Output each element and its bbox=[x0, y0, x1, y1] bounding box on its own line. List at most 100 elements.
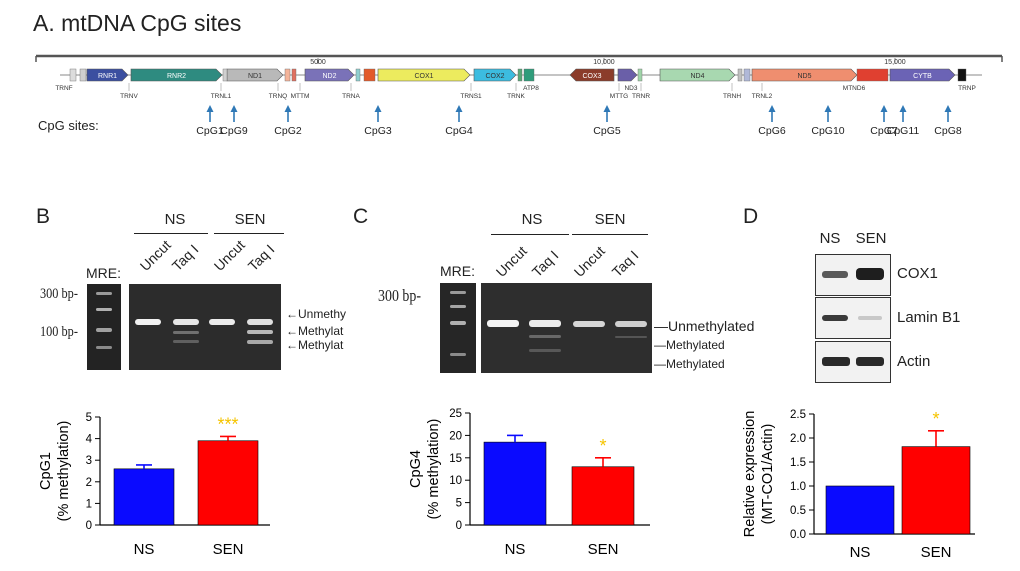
y-tick-label: 2.0 bbox=[790, 433, 806, 445]
y-tick-label: 5 bbox=[456, 498, 462, 510]
y-tick-label: 1 bbox=[86, 498, 92, 510]
panel-b-ns-bracket bbox=[134, 233, 208, 234]
genome-trna-block bbox=[69, 68, 77, 82]
gene-label: COX3 bbox=[582, 73, 601, 80]
cpg-site-label: CpG11 bbox=[887, 125, 920, 137]
panel-b-marker-300: 300 bp- bbox=[40, 286, 78, 302]
y-tick-label: 3 bbox=[86, 455, 92, 467]
gene-cytb bbox=[889, 68, 956, 82]
gene-label: RNR1 bbox=[98, 73, 117, 80]
genome-feature-label: TRNV bbox=[120, 93, 138, 100]
cpg-arrow-head bbox=[899, 105, 907, 112]
panel-d-protein-laminb1: Lamin B1 bbox=[897, 309, 961, 326]
genome-trna-block bbox=[737, 68, 743, 82]
panel-c-band-unmethylated: —Unmethylated bbox=[654, 318, 755, 334]
panel-b-band-methylated-1: ←Methylat bbox=[286, 324, 344, 338]
panel-c-sen-bracket bbox=[572, 234, 648, 235]
y-tick-label: 1.0 bbox=[790, 481, 806, 493]
cpg-site-label: CpG7 bbox=[870, 125, 898, 137]
category-label: SEN bbox=[213, 541, 244, 558]
panel-b-lane-2: Taq I bbox=[168, 241, 202, 274]
bar-sen bbox=[197, 440, 259, 526]
y-axis-label: CpG4 bbox=[408, 450, 424, 488]
cpg-site-label: CpG6 bbox=[758, 125, 786, 137]
y-tick-label: 25 bbox=[449, 408, 462, 420]
y-axis-label: (% methylation) bbox=[56, 421, 72, 522]
genome-trna-block bbox=[284, 68, 291, 82]
panel-b-lane-4: Taq I bbox=[244, 241, 278, 274]
gene-label: RNR2 bbox=[167, 73, 186, 80]
gene-label: COX1 bbox=[414, 73, 433, 80]
panel-c-lane-2: Taq I bbox=[528, 247, 562, 280]
cpg-site-label: CpG10 bbox=[811, 125, 844, 137]
genome-feature-label: TRNS1 bbox=[460, 93, 482, 100]
genome-trna-block bbox=[637, 68, 643, 82]
genome-feature-label: TRNQ bbox=[269, 93, 287, 100]
y-axis-label: CpG1 bbox=[38, 452, 54, 490]
bar-ns bbox=[825, 485, 895, 535]
cpg-arrow-head bbox=[824, 105, 832, 112]
cpg-arrow-head bbox=[768, 105, 776, 112]
panel-c-lane-1: Uncut bbox=[492, 242, 530, 280]
bar-sen bbox=[901, 446, 971, 535]
panel-c-lane-4: Taq I bbox=[608, 247, 642, 280]
cpg-arrow-head bbox=[603, 105, 611, 112]
gene-label: CYTB bbox=[913, 73, 932, 80]
genome-feature-label: MTTG bbox=[610, 93, 628, 100]
y-tick-label: 1.5 bbox=[790, 457, 806, 469]
genome-feature-label: TRNK bbox=[507, 93, 525, 100]
genome-trna-block bbox=[517, 68, 523, 82]
cpg-arrow-head bbox=[455, 105, 463, 112]
y-tick-label: 5 bbox=[86, 412, 92, 424]
category-label: NS bbox=[850, 544, 871, 561]
panel-d-bar-chart: 0.0 0.5 1.0 1.5 2.0 2.5 NS * SEN Relative express… bbox=[742, 409, 975, 561]
gene-nd4 bbox=[659, 68, 736, 82]
significance-marker: * bbox=[599, 436, 606, 456]
gene-cox1 bbox=[377, 68, 471, 82]
panel-b-bar-chart: 0 1 2 3 4 5 NS *** SEN CpG1 (% methylation) bbox=[38, 412, 270, 558]
gene-label: COX2 bbox=[485, 73, 504, 80]
panel-c-lane-3: Uncut bbox=[570, 242, 608, 280]
cpg-arrow-head bbox=[284, 105, 292, 112]
y-tick-label: 20 bbox=[449, 430, 462, 442]
panel-b-mre-label: MRE: bbox=[86, 265, 121, 281]
genome-feature-label: TRNA bbox=[342, 93, 360, 100]
panel-b-sample-gel bbox=[129, 284, 281, 370]
category-label: NS bbox=[134, 541, 155, 558]
y-tick-label: 0 bbox=[456, 520, 462, 532]
genome-trna-block bbox=[856, 68, 889, 82]
mtdna-genome-map: 5000 10,000 15,000 RNR1 RNR2 ND1 ND2 COX1 COX2 CO… bbox=[35, 54, 1003, 137]
panel-d-group-ns: NS bbox=[819, 230, 841, 247]
panel-c-group-sen: SEN bbox=[594, 211, 626, 228]
genome-trna-block bbox=[363, 68, 376, 82]
gene-nd5 bbox=[751, 68, 858, 82]
significance-marker: * bbox=[932, 409, 939, 429]
cpg-arrow-head bbox=[374, 105, 382, 112]
gene-cox3 bbox=[569, 68, 615, 82]
panel-d-cox1-blot bbox=[815, 254, 891, 296]
genome-trna-block bbox=[355, 68, 361, 82]
panel-b-band-unmethylated: ←Unmethy bbox=[286, 307, 347, 321]
figure-title: A. mtDNA CpG sites bbox=[33, 10, 242, 36]
gene-label: ND5 bbox=[797, 73, 811, 80]
panel-c-ladder-gel bbox=[440, 283, 476, 373]
gene-label: ND2 bbox=[322, 73, 336, 80]
panel-b-group-sen: SEN bbox=[234, 211, 266, 228]
significance-marker: *** bbox=[217, 414, 238, 434]
cpg-site-label: CpG4 bbox=[445, 125, 473, 137]
y-tick-label: 2 bbox=[86, 477, 92, 489]
genome-ruler-label: 15,000 bbox=[884, 59, 906, 66]
genome-ruler-label: 10,000 bbox=[593, 59, 615, 66]
panel-c-band-methylated-2: —Methylated bbox=[654, 357, 725, 371]
cpg-site-label: CpG8 bbox=[934, 125, 962, 137]
panel-b-band-methylated-2: ←Methylat bbox=[286, 338, 344, 352]
gene-rnr1 bbox=[86, 68, 129, 82]
panel-b-sen-bracket bbox=[214, 233, 284, 234]
y-axis-label: (MT-CO1/Actin) bbox=[760, 424, 776, 525]
genome-feature-label: TRNL1 bbox=[211, 93, 232, 100]
cpg-arrow-head bbox=[944, 105, 952, 112]
genome-feature-label: TRNR bbox=[632, 93, 650, 100]
cpg-arrow-head bbox=[230, 105, 238, 112]
cpg-arrow-head bbox=[880, 105, 888, 112]
panel-c-bar-chart: 0 5 10 15 20 25 NS * SEN CpG4 (% methylation) bbox=[408, 408, 650, 558]
